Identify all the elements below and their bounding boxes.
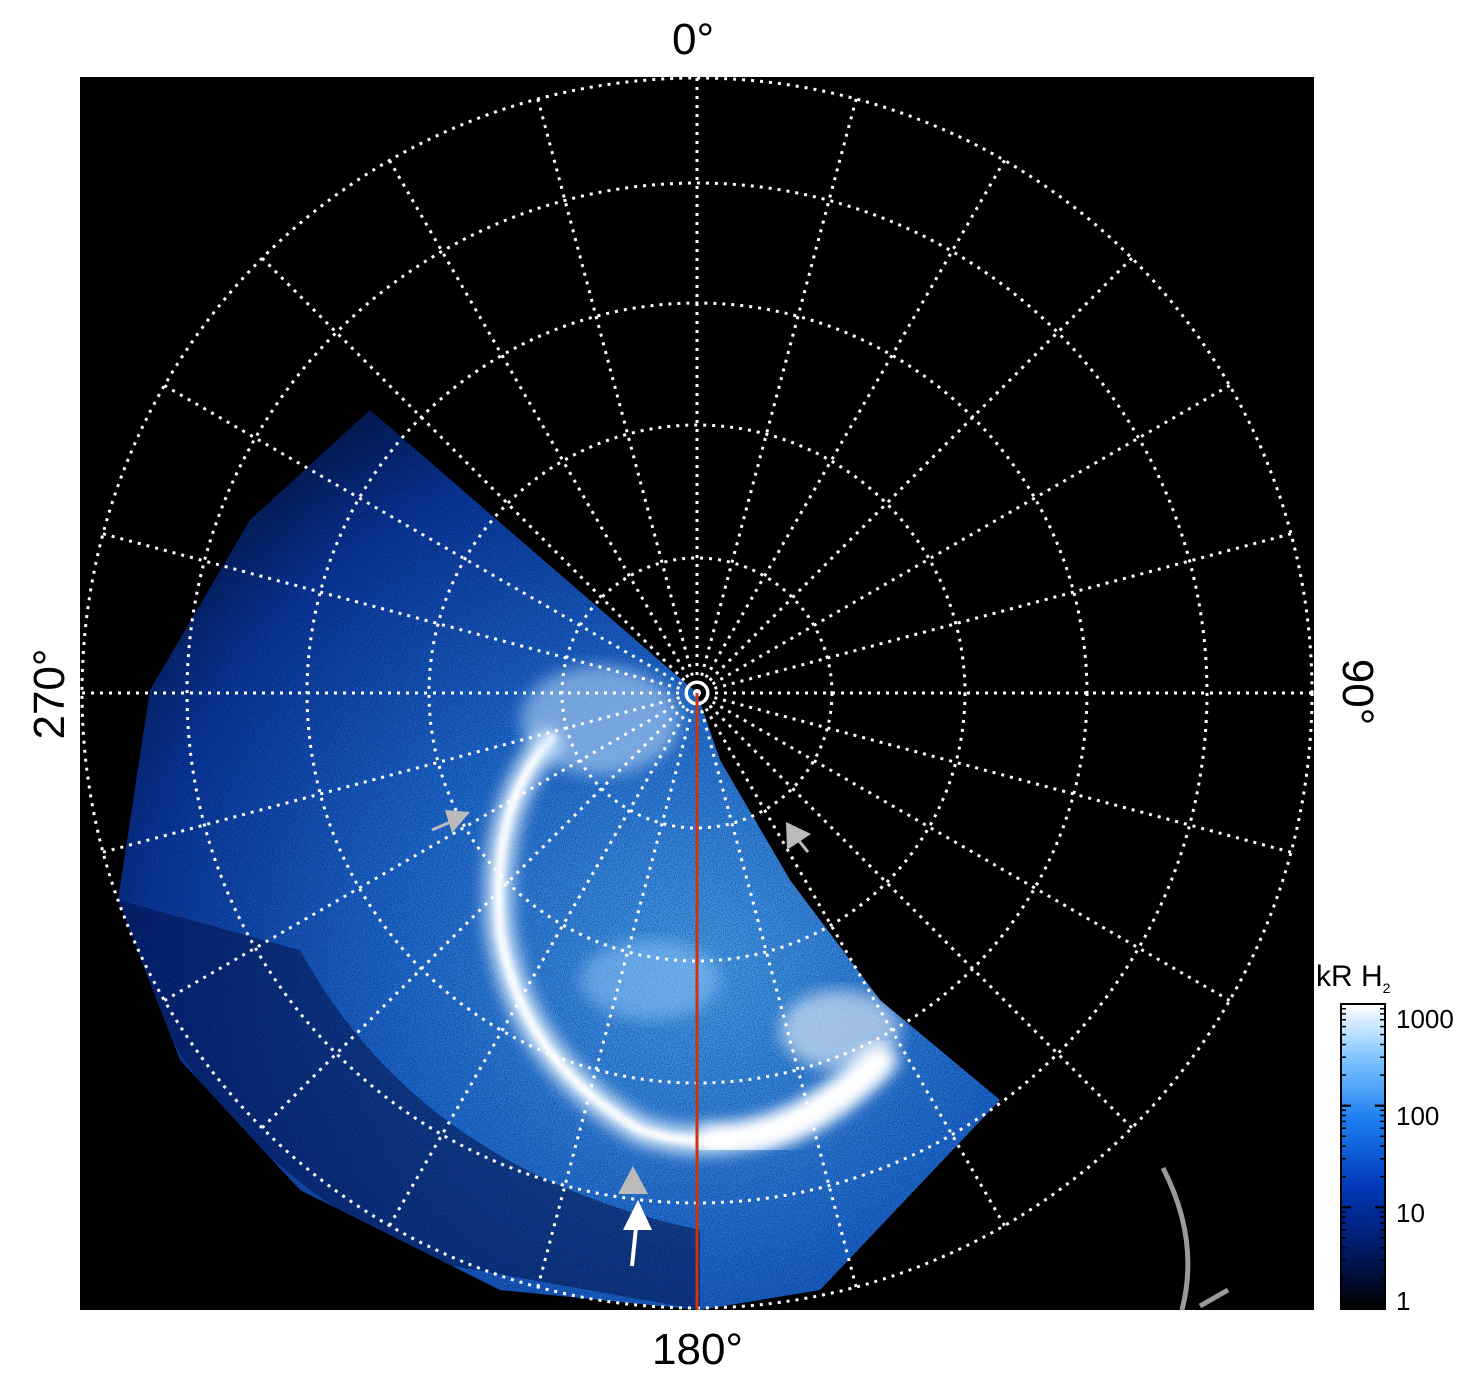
arrow-right-gray [786,822,811,853]
gray-curve [1160,1166,1191,1311]
gray-curve-segment [1198,1287,1230,1309]
grid-meridian-45 [695,257,1133,695]
colorbar-tick-marks [1341,1003,1385,1310]
colorbar-gradient [1340,1003,1386,1310]
arrow-left-gray [431,810,470,833]
grid-meridian-300 [163,384,698,695]
arrow-bottom-gray [618,1166,648,1194]
colorbar-tick-1: 1 [1396,1286,1411,1316]
label-0-deg: 0° [672,15,715,64]
grid-meridian-225 [261,691,699,1129]
grid-meridian-240 [163,691,698,1002]
grid-meridian-150 [695,692,1006,1227]
grid-meridian-285 [102,532,698,695]
label-180-deg: 180° [652,1325,744,1374]
grid-meridian-255 [102,691,698,854]
label-90-deg: 90° [1333,658,1382,726]
grid-meridian-120 [696,691,1231,1002]
colorbar-tick-100: 100 [1396,1101,1440,1131]
grid-meridian-105 [696,691,1292,854]
colorbar-tick-1000: 1000 [1396,1004,1454,1034]
grid-circle-1 [427,423,967,963]
grid-meridian-345 [536,98,699,694]
arrow-bottom-white [623,1200,652,1267]
grid-meridian-30 [695,159,1006,694]
grid-meridian-195 [536,692,699,1288]
grid-meridian-15 [695,98,858,694]
colorbar-title: kR H2 [1316,960,1391,996]
grid-meridian-135 [695,691,1133,1129]
grid-meridian-330 [388,159,699,694]
colorbar-tick-10: 10 [1396,1198,1425,1228]
grid-meridian-165 [695,692,858,1288]
grid-meridian-75 [696,532,1292,695]
label-270-deg: 270° [25,648,74,740]
grid-meridian-315 [261,257,699,695]
grid-meridian-210 [388,692,699,1227]
grid-meridian-60 [696,384,1231,695]
